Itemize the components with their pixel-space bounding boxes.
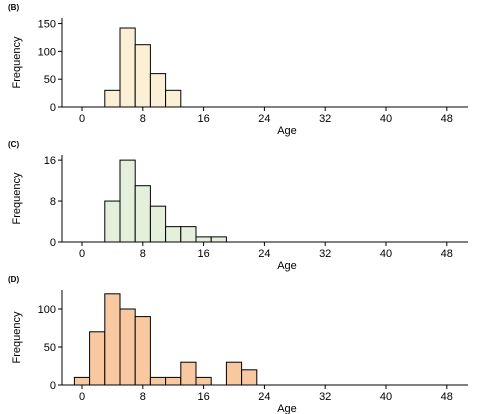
panel-b-y-tick-label: 150 xyxy=(38,19,56,31)
panel-c-histogram: (C) 0 8 16 0 8 16 24 32 40 48 Age Frequency xyxy=(8,140,468,272)
panel-d-y-tick-label: 50 xyxy=(44,342,56,354)
panel-d-histogram: (D) 0 50 100 0 8 16 24 32 40 48 Age Frequency xyxy=(8,275,468,414)
panel-b-x-tick-label: 48 xyxy=(441,113,453,125)
panel-b-x-tick-label: 8 xyxy=(140,113,146,125)
panel-b-x-tick-label: 0 xyxy=(79,113,85,125)
panel-b-histogram: (B) 0 50 100 150 0 8 16 24 32 40 48 Age Frequency xyxy=(8,3,468,137)
panel-b-y-tick-label: 0 xyxy=(50,102,56,114)
panel-d-x-tick-label: 32 xyxy=(319,391,331,403)
panel-d-x-axis-title: Age xyxy=(277,403,297,414)
panel-c-x-tick-label: 24 xyxy=(258,248,270,260)
panel-d-bar xyxy=(149,376,167,386)
panel-c-bar xyxy=(134,185,151,243)
panel-b-y-axis-title: Frequency xyxy=(11,36,23,88)
panel-d-bar xyxy=(180,361,197,386)
panel-c-label: (C) xyxy=(8,140,19,149)
panel-d-x-tick-label: 0 xyxy=(79,391,85,403)
panel-d-x-tick-label: 40 xyxy=(380,391,392,403)
panel-c-y-tick-label: 8 xyxy=(50,196,56,208)
panel-c-x-tick-label: 16 xyxy=(197,248,209,260)
panel-b-label: (B) xyxy=(8,3,19,12)
panel-b-bar xyxy=(104,89,121,108)
panel-c-bar xyxy=(210,236,227,243)
panel-c-bar xyxy=(165,226,182,243)
panel-d-bar xyxy=(165,376,182,386)
panel-d-x-tick-label: 16 xyxy=(197,391,209,403)
panel-d-bar xyxy=(73,376,91,386)
panel-c-bar xyxy=(195,236,212,243)
panel-b-bar xyxy=(149,73,167,108)
panel-d-label: (D) xyxy=(8,275,19,284)
panel-d-x-tick-label: 24 xyxy=(258,391,270,403)
panel-d-bar xyxy=(225,361,243,386)
panel-c-x-tick-label: 40 xyxy=(380,248,392,260)
panel-c-x-tick-label: 48 xyxy=(441,248,453,260)
panel-c-y-tick-label: 16 xyxy=(44,155,56,167)
panel-b-x-axis-title: Age xyxy=(277,125,297,137)
panel-c-bar xyxy=(104,200,121,243)
panel-c-x-tick-label: 8 xyxy=(140,248,146,260)
panel-c-x-tick-label: 0 xyxy=(79,248,85,260)
panel-c-y-axis-title: Frequency xyxy=(11,172,23,224)
panel-b-bar xyxy=(134,44,151,108)
panel-b-y-tick-label: 100 xyxy=(38,46,56,58)
panel-d-bar xyxy=(104,293,121,386)
panel-d-y-tick-label: 0 xyxy=(50,380,56,392)
panel-d-x-tick-label: 8 xyxy=(140,391,146,403)
panel-d-x-tick-label: 48 xyxy=(441,391,453,403)
panel-b-y-tick-label: 50 xyxy=(44,74,56,86)
panel-b-x-tick-label: 32 xyxy=(319,113,331,125)
panel-d-bar xyxy=(241,369,258,386)
panel-b-bar xyxy=(165,89,182,108)
panel-d-bar xyxy=(134,316,151,386)
panel-c-bar xyxy=(119,159,136,243)
panel-b-x-tick-label: 24 xyxy=(258,113,270,125)
panel-d-y-axis-title: Frequency xyxy=(11,311,23,363)
panel-d-y-tick-label: 100 xyxy=(38,304,56,316)
panel-d-bar xyxy=(195,376,212,386)
panel-b-x-tick-label: 40 xyxy=(380,113,392,125)
panel-d-bar xyxy=(119,308,136,386)
panel-c-bar xyxy=(180,226,197,243)
panel-c-x-tick-label: 32 xyxy=(319,248,331,260)
panel-c-y-tick-label: 0 xyxy=(50,237,56,249)
panel-d-bar xyxy=(89,331,106,386)
panel-b-bar xyxy=(119,27,136,108)
panel-c-bar xyxy=(149,205,167,243)
panel-c-x-axis-title: Age xyxy=(277,260,297,272)
panel-b-x-tick-label: 16 xyxy=(197,113,209,125)
